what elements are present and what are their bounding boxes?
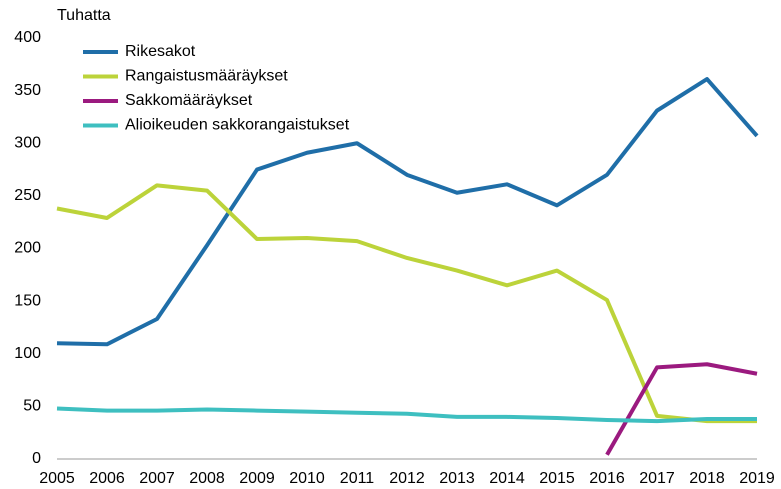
x-tick-label: 2019 bbox=[739, 470, 775, 487]
y-tick-label: 400 bbox=[14, 29, 41, 46]
legend-label: Rangaistusmääräykset bbox=[125, 68, 288, 85]
y-tick-label: 300 bbox=[14, 134, 41, 151]
y-tick-label: 250 bbox=[14, 187, 41, 204]
x-tick-label: 2013 bbox=[439, 470, 475, 487]
series-line bbox=[56, 406, 757, 424]
y-tick-label: 200 bbox=[14, 240, 41, 257]
x-tick-label: 2014 bbox=[489, 470, 525, 487]
y-tick-label: 150 bbox=[14, 292, 41, 309]
x-tick-label: 2011 bbox=[340, 470, 375, 487]
series-line bbox=[56, 77, 759, 347]
x-tick-label: 2006 bbox=[89, 470, 125, 487]
x-tick-label: 2017 bbox=[639, 470, 675, 487]
y-unit-label: Tuhatta bbox=[57, 7, 111, 24]
series-line bbox=[605, 362, 758, 456]
x-tick-label: 2009 bbox=[239, 470, 275, 487]
x-tick-label: 2010 bbox=[289, 470, 325, 487]
legend-label: Rikesakot bbox=[125, 43, 196, 60]
y-tick-label: 50 bbox=[23, 398, 41, 415]
y-tick-label: 0 bbox=[32, 450, 41, 467]
x-tick-label: 2008 bbox=[189, 470, 225, 487]
x-tick-label: 2005 bbox=[39, 470, 75, 487]
legend-label: Sakkomääräykset bbox=[125, 92, 253, 109]
series-line bbox=[56, 183, 757, 424]
x-tick-label: 2015 bbox=[539, 470, 575, 487]
legend-label: Alioikeuden sakkorangaistukset bbox=[125, 117, 350, 134]
x-tick-label: 2012 bbox=[389, 470, 425, 487]
y-tick-label: 100 bbox=[14, 345, 41, 362]
y-tick-label: 350 bbox=[14, 82, 41, 99]
x-tick-label: 2016 bbox=[589, 470, 625, 487]
x-tick-label: 2018 bbox=[689, 470, 725, 487]
x-tick-label: 2007 bbox=[139, 470, 175, 487]
